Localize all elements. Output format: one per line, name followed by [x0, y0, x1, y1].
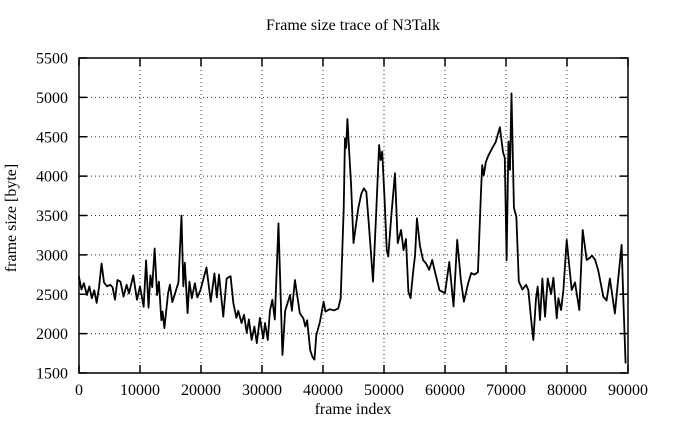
y-tick-label: 1500 — [36, 366, 68, 383]
y-tick-label: 3000 — [36, 247, 68, 264]
gridlines — [79, 58, 628, 373]
axis-ticks — [78, 57, 629, 374]
x-tick-label: 20000 — [181, 382, 221, 399]
x-axis-label: frame index — [315, 401, 392, 418]
y-tick-label: 2000 — [36, 326, 68, 343]
x-tick-label: 50000 — [364, 382, 404, 399]
y-tick-label: 2500 — [36, 287, 68, 304]
x-tick-label: 40000 — [303, 382, 343, 399]
y-tick-label: 3500 — [36, 208, 68, 225]
x-tick-label: 10000 — [120, 382, 160, 399]
y-tick-label: 5500 — [36, 51, 68, 68]
x-tick-labels: 0 10000 20000 30000 40000 50000 60000 70000 8000… — [75, 382, 648, 399]
data-trace — [78, 92, 627, 364]
x-tick-label: 80000 — [547, 382, 587, 399]
x-tick-label: 30000 — [242, 382, 282, 399]
x-tick-label: 70000 — [486, 382, 526, 399]
y-tick-label: 5000 — [36, 90, 68, 107]
y-tick-label: 4000 — [36, 169, 68, 186]
y-tick-labels: 1500 2000 2500 3000 3500 4000 4500 5000 5500 — [36, 51, 68, 383]
x-tick-label: 60000 — [425, 382, 465, 399]
y-tick-label: 4500 — [36, 129, 68, 146]
y-axis-label: frame size [byte] — [3, 164, 20, 272]
chart-title: Frame size trace of N3Talk — [266, 17, 440, 34]
x-tick-label: 90000 — [608, 382, 648, 399]
plot-border — [78, 57, 629, 374]
x-tick-label: 0 — [75, 382, 83, 399]
